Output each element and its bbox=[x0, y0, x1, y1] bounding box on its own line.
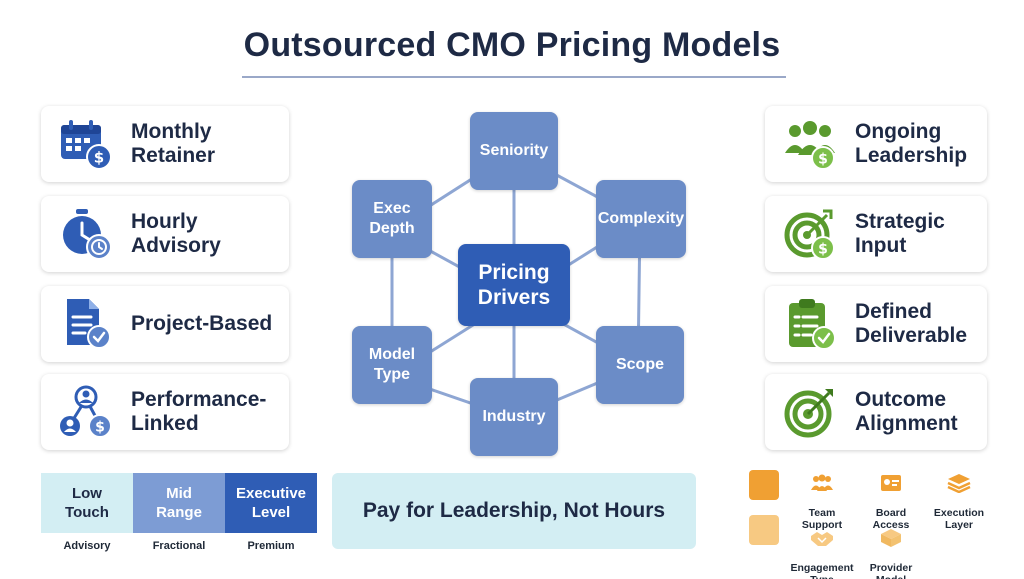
legend-label: Provider Model bbox=[869, 562, 913, 579]
card-hourly-advisory: Hourly Advisory bbox=[41, 196, 289, 272]
svg-text:$: $ bbox=[95, 420, 105, 436]
legend-execution-layer: Execution Layer bbox=[924, 461, 994, 531]
legend-label: Execution Layer bbox=[933, 507, 985, 531]
driver-center-pricing: Pricing Drivers bbox=[458, 244, 570, 326]
clipboard-check-icon bbox=[779, 293, 841, 355]
legend-engagement-type: Engagement Type bbox=[787, 516, 857, 579]
cube-icon bbox=[881, 529, 901, 547]
card-label: Hourly Advisory bbox=[131, 210, 221, 257]
card-label: Strategic Input bbox=[855, 210, 945, 257]
pricing-drivers-diagram: Seniority Complexity Scope Industry Mode… bbox=[340, 100, 696, 466]
target-arrow-icon bbox=[779, 381, 841, 443]
driver-scope: Scope bbox=[596, 326, 684, 404]
card-defined-deliverable: Defined Deliverable bbox=[765, 286, 987, 362]
people-network-dollar-icon: $ bbox=[55, 381, 117, 443]
layers-icon bbox=[947, 474, 971, 493]
tier-executive-level: Executive Level bbox=[225, 473, 317, 533]
calendar-dollar-icon: $ bbox=[55, 113, 117, 175]
tier-mid-range: Mid Range bbox=[133, 473, 225, 533]
driver-exec-depth: Exec Depth bbox=[352, 180, 432, 258]
card-performance-linked: $ Performance- Linked bbox=[41, 374, 289, 450]
legend-provider-model: Provider Model bbox=[856, 516, 926, 579]
card-label: Outcome Alignment bbox=[855, 388, 958, 435]
page-title: Outsourced CMO Pricing Models bbox=[243, 26, 781, 64]
legend-swatch-light-orange bbox=[749, 515, 779, 545]
card-label: Project-Based bbox=[131, 312, 273, 335]
legend-swatch-orange bbox=[749, 470, 779, 500]
id-badge-icon bbox=[881, 475, 901, 491]
handshake-icon bbox=[811, 532, 833, 546]
tier-caption-fractional: Fractional bbox=[152, 540, 206, 552]
tagline-banner: Pay for Leadership, Not Hours bbox=[332, 473, 696, 549]
tier-low-touch: Low Touch bbox=[41, 473, 133, 533]
legend-label: Board Access bbox=[872, 507, 910, 531]
card-ongoing-leadership: $ Ongoing Leadership bbox=[765, 106, 987, 182]
target-dollar-icon: $ bbox=[779, 203, 841, 265]
card-label: Performance- Linked bbox=[131, 388, 267, 435]
card-outcome-alignment: Outcome Alignment bbox=[765, 374, 987, 450]
card-project-based: Project-Based bbox=[41, 286, 289, 362]
card-label: Monthly Retainer bbox=[131, 120, 216, 167]
team-icon bbox=[811, 474, 833, 491]
document-check-icon bbox=[55, 293, 117, 355]
legend-team-support: Team Support bbox=[787, 461, 857, 531]
team-dollar-icon: $ bbox=[779, 113, 841, 175]
driver-complexity: Complexity bbox=[596, 180, 686, 258]
driver-industry: Industry bbox=[470, 378, 558, 456]
svg-text:$: $ bbox=[818, 152, 828, 168]
driver-seniority: Seniority bbox=[470, 112, 558, 190]
legend-label: Engagement Type bbox=[790, 562, 854, 579]
svg-text:$: $ bbox=[94, 149, 104, 167]
card-monthly-retainer: $ Monthly Retainer bbox=[41, 106, 289, 182]
card-label: Defined Deliverable bbox=[855, 300, 968, 347]
driver-model-type: Model Type bbox=[352, 326, 432, 404]
card-label: Ongoing Leadership bbox=[855, 120, 968, 167]
svg-text:$: $ bbox=[818, 242, 828, 258]
title-divider bbox=[242, 76, 786, 78]
stopwatch-clock-icon bbox=[55, 203, 117, 265]
legend-label: Team Support bbox=[801, 507, 843, 531]
tier-caption-premium: Premium bbox=[247, 540, 295, 552]
legend-board-access: Board Access bbox=[856, 461, 926, 531]
card-strategic-input: $ Strategic Input bbox=[765, 196, 987, 272]
tier-caption-advisory: Advisory bbox=[63, 540, 111, 552]
